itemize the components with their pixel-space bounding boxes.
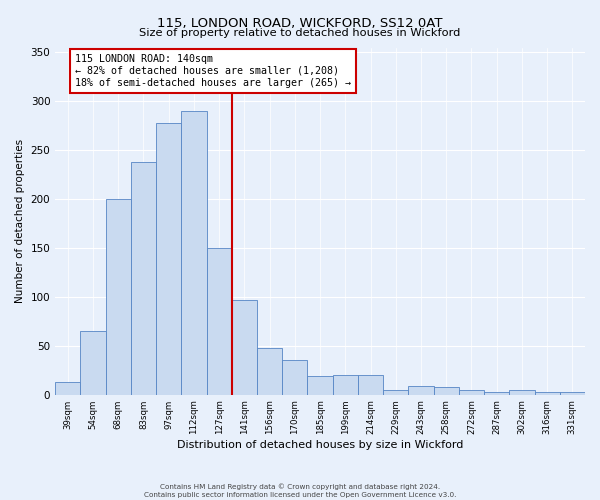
Bar: [409, 386, 434, 394]
Bar: [459, 390, 484, 394]
Y-axis label: Number of detached properties: Number of detached properties: [15, 139, 25, 303]
Bar: [282, 360, 307, 394]
Text: 115, LONDON ROAD, WICKFORD, SS12 0AT: 115, LONDON ROAD, WICKFORD, SS12 0AT: [157, 18, 443, 30]
Text: Contains HM Land Registry data © Crown copyright and database right 2024.
Contai: Contains HM Land Registry data © Crown c…: [144, 484, 456, 498]
Text: Size of property relative to detached houses in Wickford: Size of property relative to detached ho…: [139, 28, 461, 38]
Bar: [156, 123, 181, 394]
Bar: [181, 111, 206, 395]
Bar: [206, 248, 232, 394]
Bar: [484, 392, 509, 394]
Bar: [232, 300, 257, 394]
Bar: [80, 331, 106, 394]
Bar: [307, 376, 332, 394]
Bar: [106, 199, 131, 394]
Bar: [383, 390, 409, 394]
Bar: [509, 390, 535, 394]
Bar: [434, 387, 459, 394]
Bar: [358, 375, 383, 394]
X-axis label: Distribution of detached houses by size in Wickford: Distribution of detached houses by size …: [177, 440, 463, 450]
Bar: [535, 392, 560, 394]
Bar: [257, 348, 282, 395]
Bar: [131, 162, 156, 394]
Bar: [55, 382, 80, 394]
Bar: [332, 375, 358, 394]
Text: 115 LONDON ROAD: 140sqm
← 82% of detached houses are smaller (1,208)
18% of semi: 115 LONDON ROAD: 140sqm ← 82% of detache…: [76, 54, 352, 88]
Bar: [560, 392, 585, 394]
